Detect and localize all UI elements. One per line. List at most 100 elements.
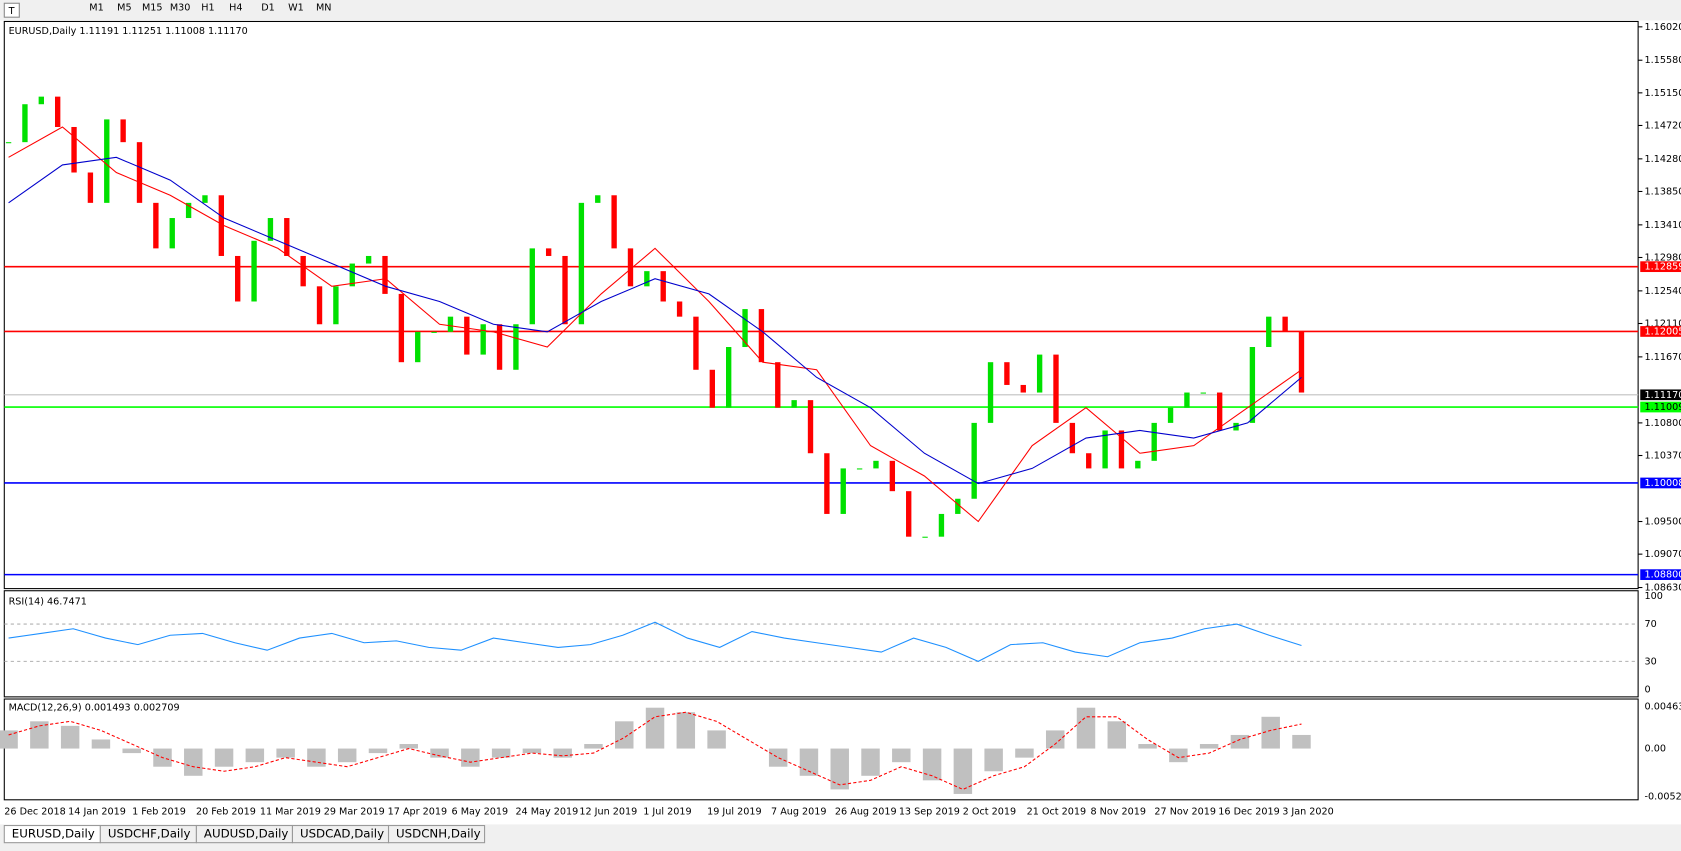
candle [971,422,977,499]
macd-bar [276,748,295,758]
timeframe-button[interactable]: H1 [201,3,214,14]
y-tick-label: 1.12540 [1645,286,1681,297]
candle [725,347,732,408]
macd-bar [892,748,911,763]
timeframe-button[interactable]: M30 [170,3,191,14]
candle [955,498,961,514]
macd-bar [830,748,849,790]
date-label: 29 Mar 2019 [324,807,385,818]
macd-bar [1076,707,1096,749]
candle [496,324,503,370]
candle [300,255,306,287]
timeframe-button[interactable]: D1 [261,3,275,14]
macd-bar [337,748,357,763]
macd-bar [984,748,1003,772]
candle [824,453,830,514]
macd-bar [1045,730,1065,749]
level-label-bg [1640,401,1681,413]
y-tick-label: 1.16020 [1645,22,1681,33]
candle [856,468,863,470]
y-tick-label: 1.13850 [1645,186,1681,197]
candle [1167,407,1174,423]
candle [218,195,225,256]
macd-bar [491,748,511,758]
y-tick-label: 1.08630 [1645,583,1681,594]
candle [464,316,470,355]
tab-label: USDCHF,Daily [108,827,191,841]
macd-bar [1199,744,1219,749]
candle [840,468,846,514]
timeframe-button[interactable]: W1 [288,3,304,14]
candle [595,195,601,203]
macd-bar [60,725,80,749]
candle [398,293,405,363]
date-label: 20 Feb 2019 [196,807,256,818]
candle [644,271,650,287]
level-label-bg [1640,326,1681,337]
macd-bar [1292,734,1311,749]
candle [758,309,765,363]
macd-bar [707,730,726,749]
macd-bar [922,748,942,781]
candle [1004,362,1010,385]
candle [1151,422,1157,461]
date-label: 21 Oct 2019 [1027,807,1087,818]
candle [382,255,388,294]
timeframe-button[interactable]: M5 [117,3,131,14]
timeframe-button[interactable]: M15 [142,3,163,14]
candle [660,271,666,302]
candle [1036,354,1043,393]
candle [1118,430,1125,469]
candle [1216,392,1223,431]
candle [889,460,896,492]
macd-signal [8,711,1302,790]
rsi-label: RSI(14) 46.7471 [9,596,87,607]
macd-bar [645,707,665,749]
candle [513,324,519,370]
macd-bar [245,748,265,763]
macd-bar [91,739,111,749]
date-label: 14 Jan 2019 [68,807,126,818]
macd-bar [0,730,18,749]
rsi-tick-label: 0 [1645,684,1651,695]
candle [562,255,568,325]
y-tick-label: 1.10370 [1645,451,1681,462]
candle [202,195,208,203]
timeframe-button[interactable]: MN [316,3,332,14]
candle [578,202,585,325]
timeframe-button[interactable]: M1 [89,3,103,14]
timeframe-button[interactable]: H4 [229,3,242,14]
macd-label: MACD(12,26,9) 0.001493 0.002709 [9,703,180,714]
date-label: 17 Apr 2019 [388,807,448,818]
macd-bar [768,748,788,767]
macd-bar [953,748,973,794]
current-price-label: 1.11170 [1645,390,1681,401]
main-panel [3,20,1639,590]
candle [153,202,159,249]
rsi-line [8,621,1302,662]
candle [1200,392,1206,394]
tab[interactable] [387,824,486,844]
macd-bar [430,748,449,758]
date-label: 12 Jun 2019 [579,807,637,818]
candle [415,331,421,363]
text-tool[interactable] [3,2,20,18]
current-price-bg [1640,389,1681,401]
macd-tick-label: 0.00 [1645,744,1666,755]
level-label: 1.12005 [1645,326,1681,337]
macd-tick-label: 0.00463 [1645,702,1681,713]
candle [775,362,781,408]
date-label: 24 May 2019 [515,807,578,818]
candle [5,142,12,144]
candle [87,172,94,203]
candle [120,119,126,143]
chart-window [0,20,1681,825]
candle [349,263,355,287]
date-label: 19 Jul 2019 [707,807,761,818]
tab-label: USDCAD,Daily [300,827,384,841]
y-tick-label: 1.13410 [1645,220,1681,231]
candle [709,369,715,408]
candle [545,248,552,256]
macd-bar [1138,744,1157,749]
